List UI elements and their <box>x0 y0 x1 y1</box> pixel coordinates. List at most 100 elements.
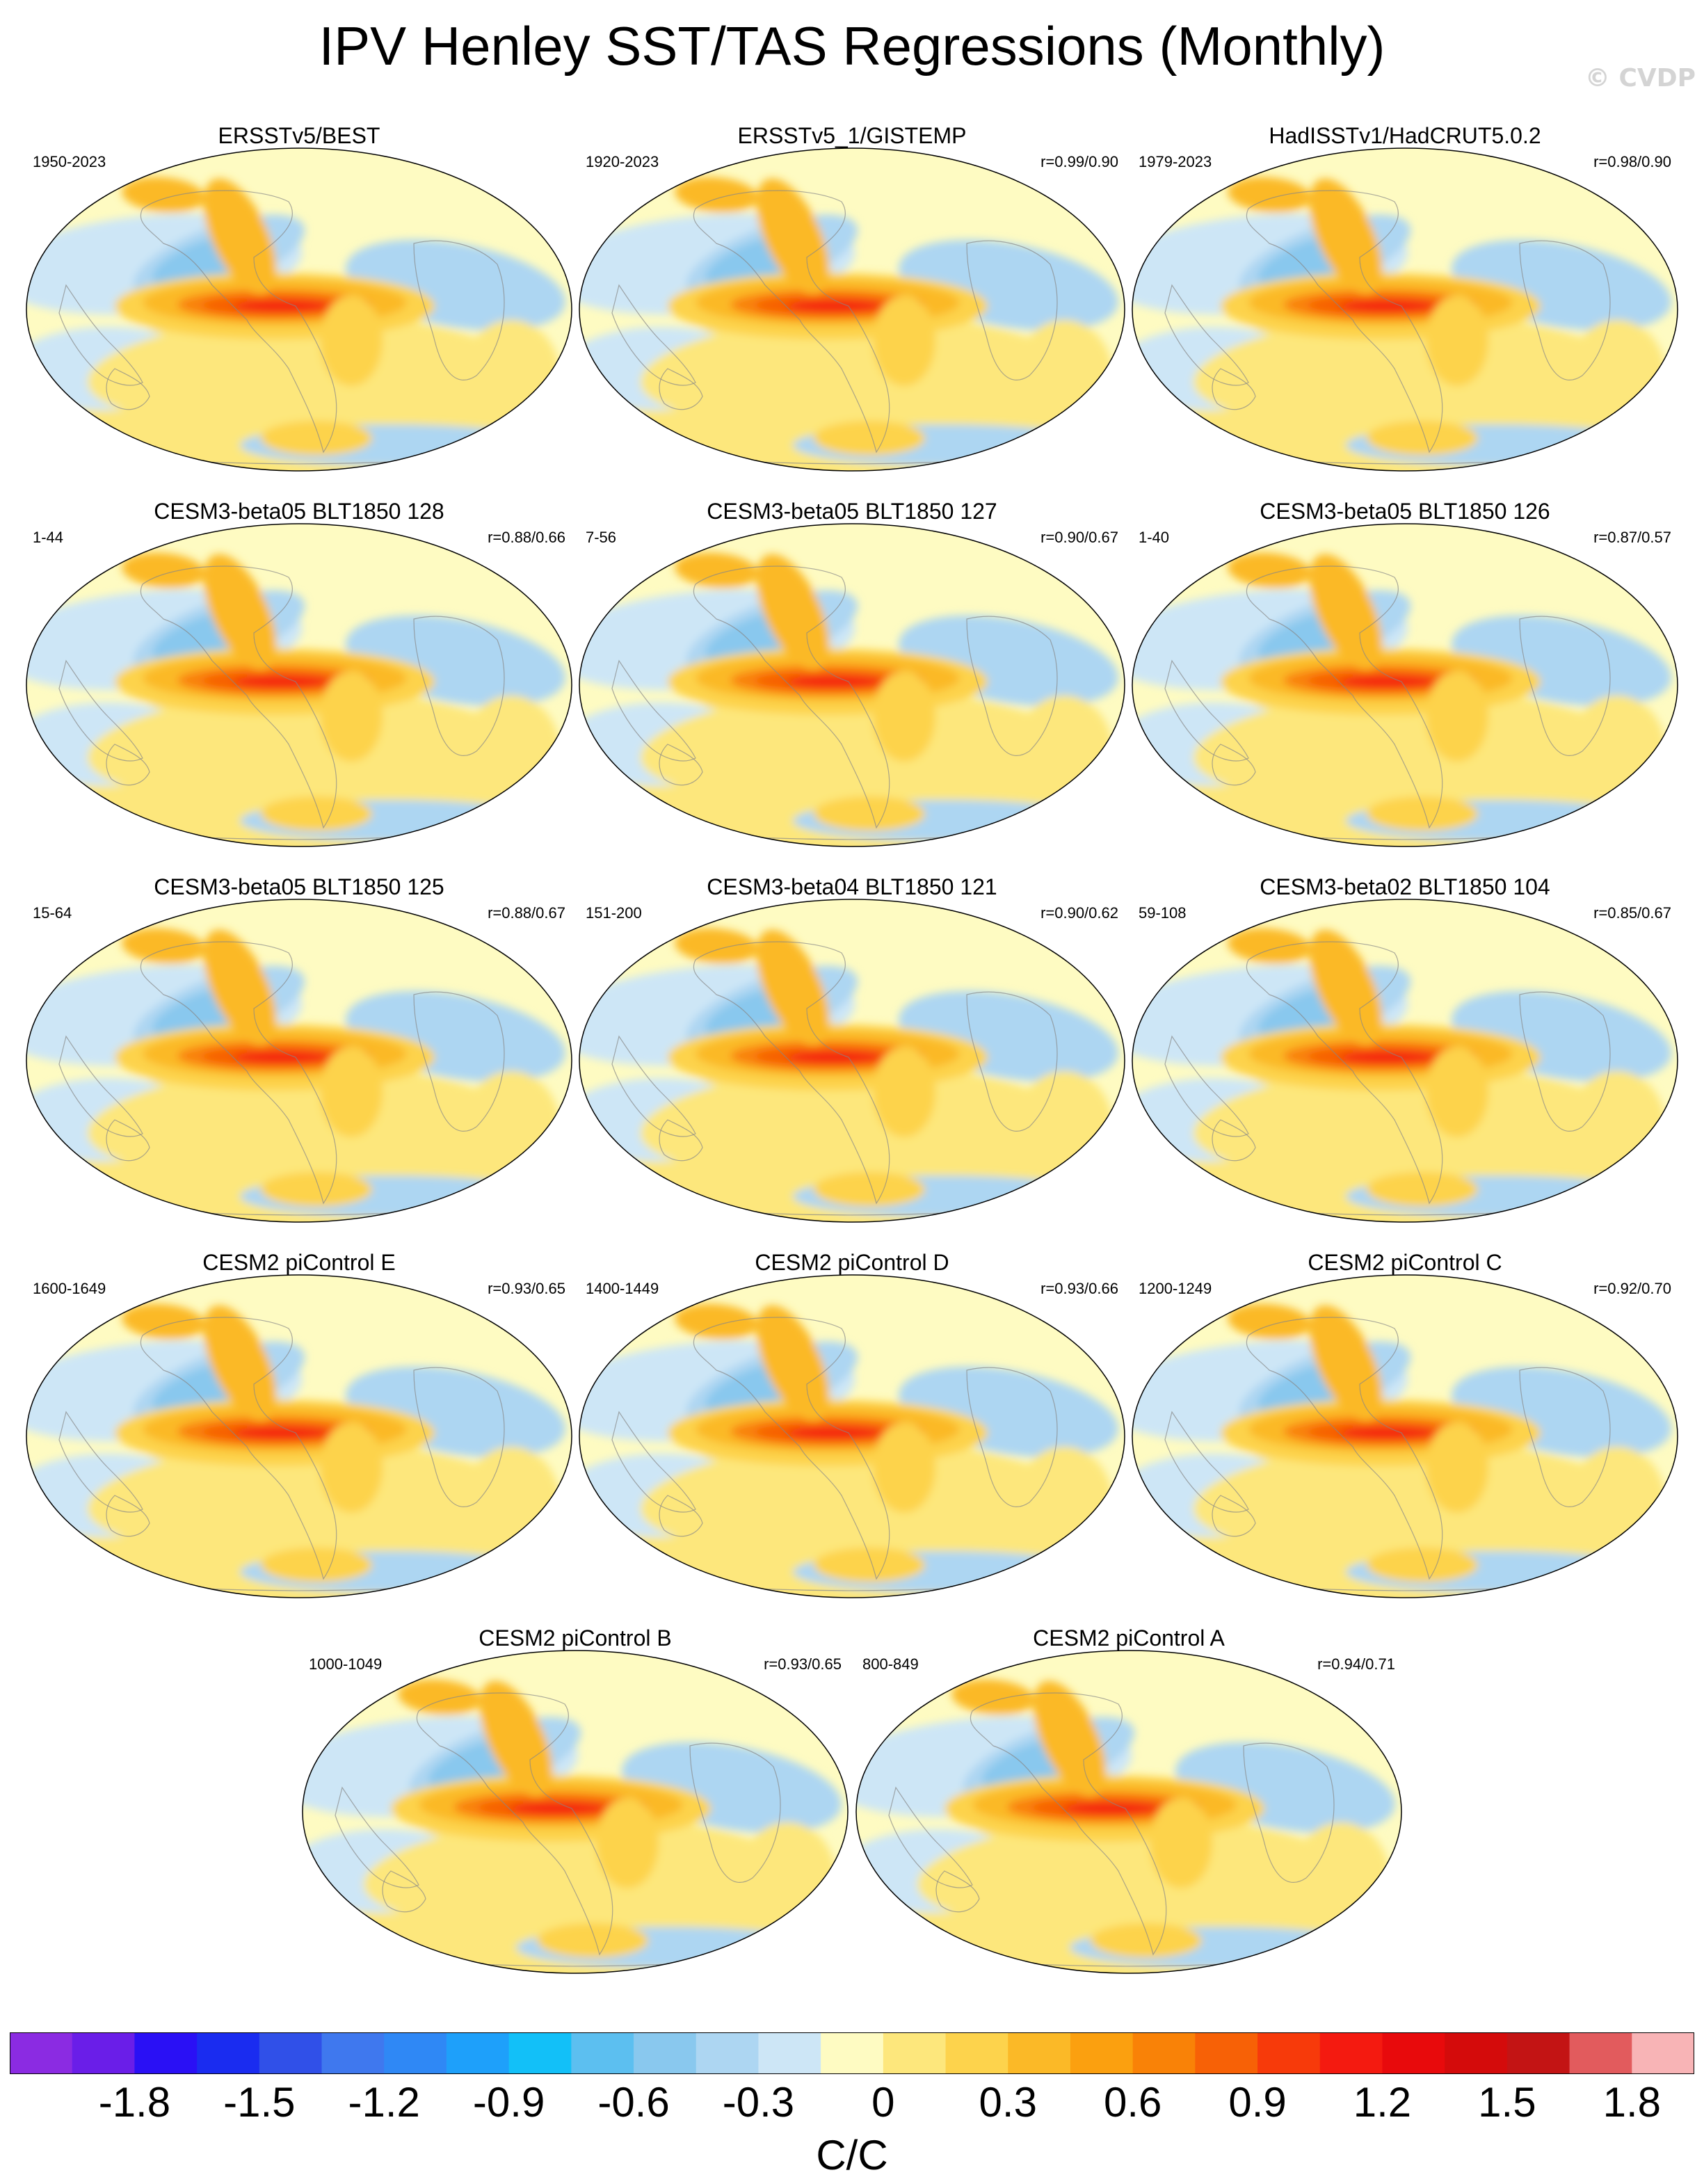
colorbar-swatch <box>571 2032 634 2074</box>
map-field <box>1132 524 1678 846</box>
colorbar-ticks: -1.8 -1.5 -1.2 -0.9 -0.6 -0.3 0 0.3 0.6 0.9 1.2 1.5… <box>0 2078 1704 2134</box>
colorbar-swatch <box>259 2032 323 2074</box>
map-field <box>579 524 1125 846</box>
map-panel: HadISSTv1/HadCRUT5.0.2 1979-2023 r=0.98/… <box>1130 122 1680 474</box>
colorbar-swatch <box>384 2032 447 2074</box>
panel-years: 1400-1449 <box>586 1280 659 1297</box>
panel-title: CESM3-beta04 BLT1850 121 <box>707 874 997 899</box>
map-panel: CESM2 piControl E 1600-1649 r=0.93/0.65 <box>24 1249 574 1600</box>
colorbar-swatch <box>72 2032 135 2074</box>
panel-correlation: r=0.93/0.66 <box>1040 1280 1118 1297</box>
panel-title: CESM3-beta05 BLT1850 127 <box>707 499 997 524</box>
colorbar-tick-label: -1.2 <box>348 2079 420 2126</box>
colorbar-swatch <box>634 2032 697 2074</box>
colorbar-swatch <box>1319 2032 1383 2074</box>
panel-title: CESM2 piControl D <box>755 1250 949 1275</box>
panel-title: ERSSTv5/BEST <box>218 123 380 148</box>
colorbar-swatch <box>134 2032 198 2074</box>
map-field <box>856 1651 1401 1973</box>
map-panel: ERSSTv5/BEST 1950-2023 <box>24 122 574 474</box>
panel-years: 1000-1049 <box>309 1655 383 1673</box>
map-frame <box>1132 1274 1678 1598</box>
panel-correlation: r=0.90/0.62 <box>1040 904 1118 922</box>
map-panel: CESM2 piControl B 1000-1049 r=0.93/0.65 <box>300 1625 850 1976</box>
panel-years: 1600-1649 <box>33 1280 106 1297</box>
panel-title: CESM2 piControl A <box>1033 1625 1225 1651</box>
map-frame <box>26 147 572 472</box>
colorbar-swatch <box>1569 2032 1632 2074</box>
panel-correlation: r=0.93/0.65 <box>764 1655 842 1673</box>
panel-title: CESM3-beta05 BLT1850 126 <box>1260 499 1550 524</box>
colorbar-swatch <box>945 2032 1008 2074</box>
regression-map <box>579 1274 1125 1598</box>
panel-title: CESM3-beta05 BLT1850 128 <box>154 499 444 524</box>
panel-years: 800-849 <box>862 1655 919 1673</box>
panel-years: 1920-2023 <box>586 153 659 170</box>
colorbar-tick-label: -0.6 <box>597 2079 670 2126</box>
colorbar-swatch <box>696 2032 759 2074</box>
colorbar-swatch <box>508 2032 572 2074</box>
map-panel: CESM3-beta05 BLT1850 125 15-64 r=0.88/0.… <box>24 874 574 1225</box>
colorbar-tick-label: 1.2 <box>1353 2079 1412 2126</box>
map-frame <box>579 899 1125 1223</box>
map-panel: CESM2 piControl C 1200-1249 r=0.92/0.70 <box>1130 1249 1680 1600</box>
map-field <box>579 1275 1125 1598</box>
map-field <box>26 1275 572 1598</box>
map-field <box>579 148 1125 471</box>
map-field <box>26 899 572 1222</box>
colorbar-tick-label: -0.3 <box>722 2079 795 2126</box>
colorbar-frame <box>10 2032 1694 2074</box>
colorbar-tick-label: 0 <box>871 2079 895 2126</box>
panel-correlation: r=0.88/0.67 <box>488 904 565 922</box>
panel-years: 1-40 <box>1139 529 1170 546</box>
regression-map <box>1132 1274 1678 1598</box>
colorbar-swatch <box>1445 2032 1508 2074</box>
colorbar-swatch <box>1506 2032 1570 2074</box>
panel-correlation: r=0.99/0.90 <box>1040 153 1118 170</box>
map-panel: CESM2 piControl D 1400-1449 r=0.93/0.66 <box>577 1249 1127 1600</box>
colorbar-tick-label: 1.5 <box>1478 2079 1536 2126</box>
map-panel: CESM3-beta05 BLT1850 127 7-56 r=0.90/0.6… <box>577 498 1127 849</box>
panel-correlation: r=0.92/0.70 <box>1593 1280 1671 1297</box>
map-panel: ERSSTv5_1/GISTEMP 1920-2023 r=0.99/0.90 <box>577 122 1127 474</box>
panel-years: 7-56 <box>586 529 617 546</box>
colorbar-swatch <box>1070 2032 1134 2074</box>
panel-correlation: r=0.90/0.67 <box>1040 529 1118 546</box>
map-frame <box>26 899 572 1223</box>
colorbar-tick-label: -1.8 <box>98 2079 171 2126</box>
map-frame <box>1132 523 1678 847</box>
regression-map <box>579 523 1125 847</box>
map-panel: CESM3-beta05 BLT1850 126 1-40 r=0.87/0.5… <box>1130 498 1680 849</box>
colorbar-swatch <box>197 2032 260 2074</box>
map-frame <box>1132 899 1678 1223</box>
colorbar <box>10 2032 1694 2074</box>
regression-map <box>26 899 572 1223</box>
map-frame <box>26 523 572 847</box>
regression-map <box>26 1274 572 1598</box>
colorbar-swatch <box>1632 2032 1694 2074</box>
panel-years: 1979-2023 <box>1139 153 1212 170</box>
regression-map <box>1132 899 1678 1223</box>
regression-map <box>579 899 1125 1223</box>
regression-map <box>26 523 572 847</box>
figure-title: IPV Henley SST/TAS Regressions (Monthly) <box>319 15 1385 77</box>
colorbar-swatch <box>821 2032 884 2074</box>
colorbar-swatch <box>1195 2032 1258 2074</box>
colorbar-tick-label: 0.6 <box>1103 2079 1162 2126</box>
panel-years: 1950-2023 <box>33 153 106 170</box>
regression-map <box>579 147 1125 472</box>
panel-correlation: r=0.88/0.66 <box>488 529 565 546</box>
map-frame <box>855 1650 1402 1974</box>
map-frame <box>579 147 1125 472</box>
regression-map <box>26 147 572 472</box>
colorbar-swatch <box>1382 2032 1445 2074</box>
map-panel: CESM2 piControl A 800-849 r=0.94/0.71 <box>854 1625 1404 1976</box>
cvdp-watermark: © CVDP <box>1584 64 1696 93</box>
colorbar-swatch <box>10 2032 73 2074</box>
regression-map <box>1132 147 1678 472</box>
map-panel: CESM3-beta04 BLT1850 121 151-200 r=0.90/… <box>577 874 1127 1225</box>
panel-years: 15-64 <box>33 904 72 922</box>
regression-map <box>302 1650 849 1974</box>
map-frame <box>302 1650 849 1974</box>
colorbar-swatch <box>758 2032 821 2074</box>
